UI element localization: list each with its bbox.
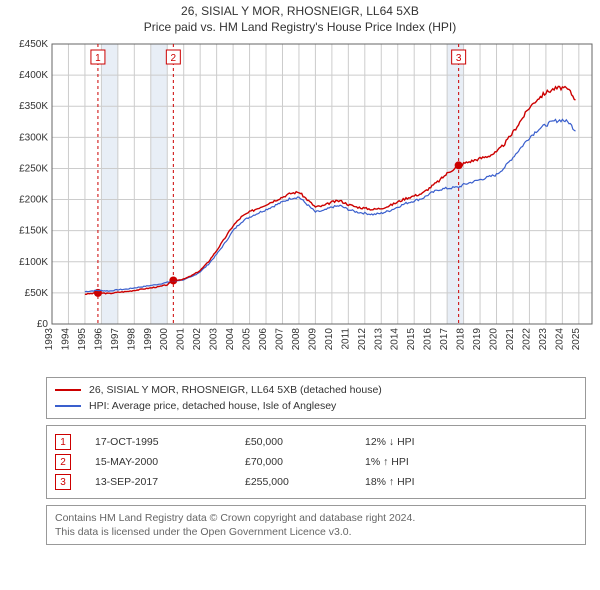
x-tick-label: 2006 <box>258 328 269 351</box>
x-tick-label: 1996 <box>93 328 104 351</box>
legend-label: 26, SISIAL Y MOR, RHOSNEIGR, LL64 5XB (d… <box>89 384 382 396</box>
chart-area: £0£50K£100K£150K£200K£250K£300K£350K£400… <box>6 38 594 371</box>
footer-line1: Contains HM Land Registry data © Crown c… <box>55 511 577 525</box>
x-tick-label: 2014 <box>390 328 401 351</box>
x-tick-label: 2023 <box>538 328 549 351</box>
x-tick-label: 2025 <box>571 328 582 351</box>
year-shade <box>101 44 117 324</box>
y-tick-label: £300K <box>19 132 48 143</box>
y-tick-label: £100K <box>19 257 48 268</box>
sales-table: 1 17-OCT-1995£50,00012% ↓ HPI 2 15-MAY-2000… <box>46 425 586 499</box>
year-shade <box>151 44 167 324</box>
x-tick-label: 2018 <box>456 328 467 351</box>
x-tick-label: 2008 <box>291 328 302 351</box>
sale-diff: 18% ↑ HPI <box>365 476 485 488</box>
sale-row: 1 17-OCT-1995£50,00012% ↓ HPI <box>55 432 577 452</box>
x-tick-label: 1994 <box>60 328 71 351</box>
x-tick-label: 2000 <box>159 328 170 351</box>
x-tick-label: 1993 <box>44 328 55 351</box>
y-tick-label: £250K <box>19 163 48 174</box>
x-tick-label: 2007 <box>274 328 285 351</box>
sale-badge: 1 <box>55 434 71 450</box>
x-tick-label: 2015 <box>406 328 417 351</box>
legend-swatch <box>55 389 81 391</box>
legend-row: HPI: Average price, detached house, Isle… <box>55 398 577 414</box>
x-tick-label: 2005 <box>242 328 253 351</box>
chart-title-line1: 26, SISIAL Y MOR, RHOSNEIGR, LL64 5XB <box>0 4 600 18</box>
sale-price: £50,000 <box>245 436 365 448</box>
legend-label: HPI: Average price, detached house, Isle… <box>89 400 336 412</box>
x-tick-label: 1997 <box>110 328 121 351</box>
sale-date: 17-OCT-1995 <box>95 436 245 448</box>
sale-diff: 12% ↓ HPI <box>365 436 485 448</box>
x-tick-label: 2019 <box>472 328 483 351</box>
sale-marker-badge-text: 2 <box>171 53 177 64</box>
sale-badge: 3 <box>55 474 71 490</box>
x-tick-label: 2021 <box>505 328 516 351</box>
sale-row: 2 15-MAY-2000£70,0001% ↑ HPI <box>55 452 577 472</box>
sale-badge: 2 <box>55 454 71 470</box>
sale-date: 13-SEP-2017 <box>95 476 245 488</box>
y-tick-label: £200K <box>19 195 48 206</box>
x-tick-label: 2022 <box>521 328 532 351</box>
chart-title-line2: Price paid vs. HM Land Registry's House … <box>0 20 600 34</box>
x-tick-label: 2012 <box>357 328 368 351</box>
sale-price: £255,000 <box>245 476 365 488</box>
sale-diff: 1% ↑ HPI <box>365 456 485 468</box>
x-tick-label: 2004 <box>225 328 236 351</box>
x-tick-label: 2017 <box>439 328 450 351</box>
plot-border <box>52 44 592 324</box>
year-shade <box>447 44 463 324</box>
x-tick-label: 1999 <box>143 328 154 351</box>
sale-price: £70,000 <box>245 456 365 468</box>
x-tick-label: 2024 <box>554 328 565 351</box>
legend: 26, SISIAL Y MOR, RHOSNEIGR, LL64 5XB (d… <box>46 377 586 419</box>
x-tick-label: 2003 <box>209 328 220 351</box>
y-tick-label: £450K <box>19 39 48 50</box>
y-tick-label: £150K <box>19 226 48 237</box>
legend-row: 26, SISIAL Y MOR, RHOSNEIGR, LL64 5XB (d… <box>55 382 577 398</box>
attribution-footer: Contains HM Land Registry data © Crown c… <box>46 505 586 545</box>
y-tick-label: £50K <box>25 288 49 299</box>
x-tick-label: 2002 <box>192 328 203 351</box>
sale-row: 3 13-SEP-2017£255,00018% ↑ HPI <box>55 472 577 492</box>
x-tick-label: 1995 <box>77 328 88 351</box>
chart-title-block: 26, SISIAL Y MOR, RHOSNEIGR, LL64 5XB Pr… <box>0 4 600 34</box>
y-tick-label: £350K <box>19 101 48 112</box>
x-tick-label: 2020 <box>489 328 500 351</box>
x-tick-label: 2001 <box>176 328 187 351</box>
x-tick-label: 2016 <box>423 328 434 351</box>
y-tick-label: £400K <box>19 70 48 81</box>
x-tick-label: 2011 <box>340 328 351 350</box>
footer-line2: This data is licensed under the Open Gov… <box>55 525 577 539</box>
x-tick-label: 2010 <box>324 328 335 351</box>
x-tick-label: 1998 <box>126 328 137 351</box>
sale-marker-badge-text: 1 <box>95 53 101 64</box>
legend-swatch <box>55 405 81 407</box>
sale-marker-badge-text: 3 <box>456 53 462 64</box>
x-tick-label: 2013 <box>373 328 384 351</box>
price-chart: £0£50K£100K£150K£200K£250K£300K£350K£400… <box>6 38 594 368</box>
sale-date: 15-MAY-2000 <box>95 456 245 468</box>
x-tick-label: 2009 <box>307 328 318 351</box>
